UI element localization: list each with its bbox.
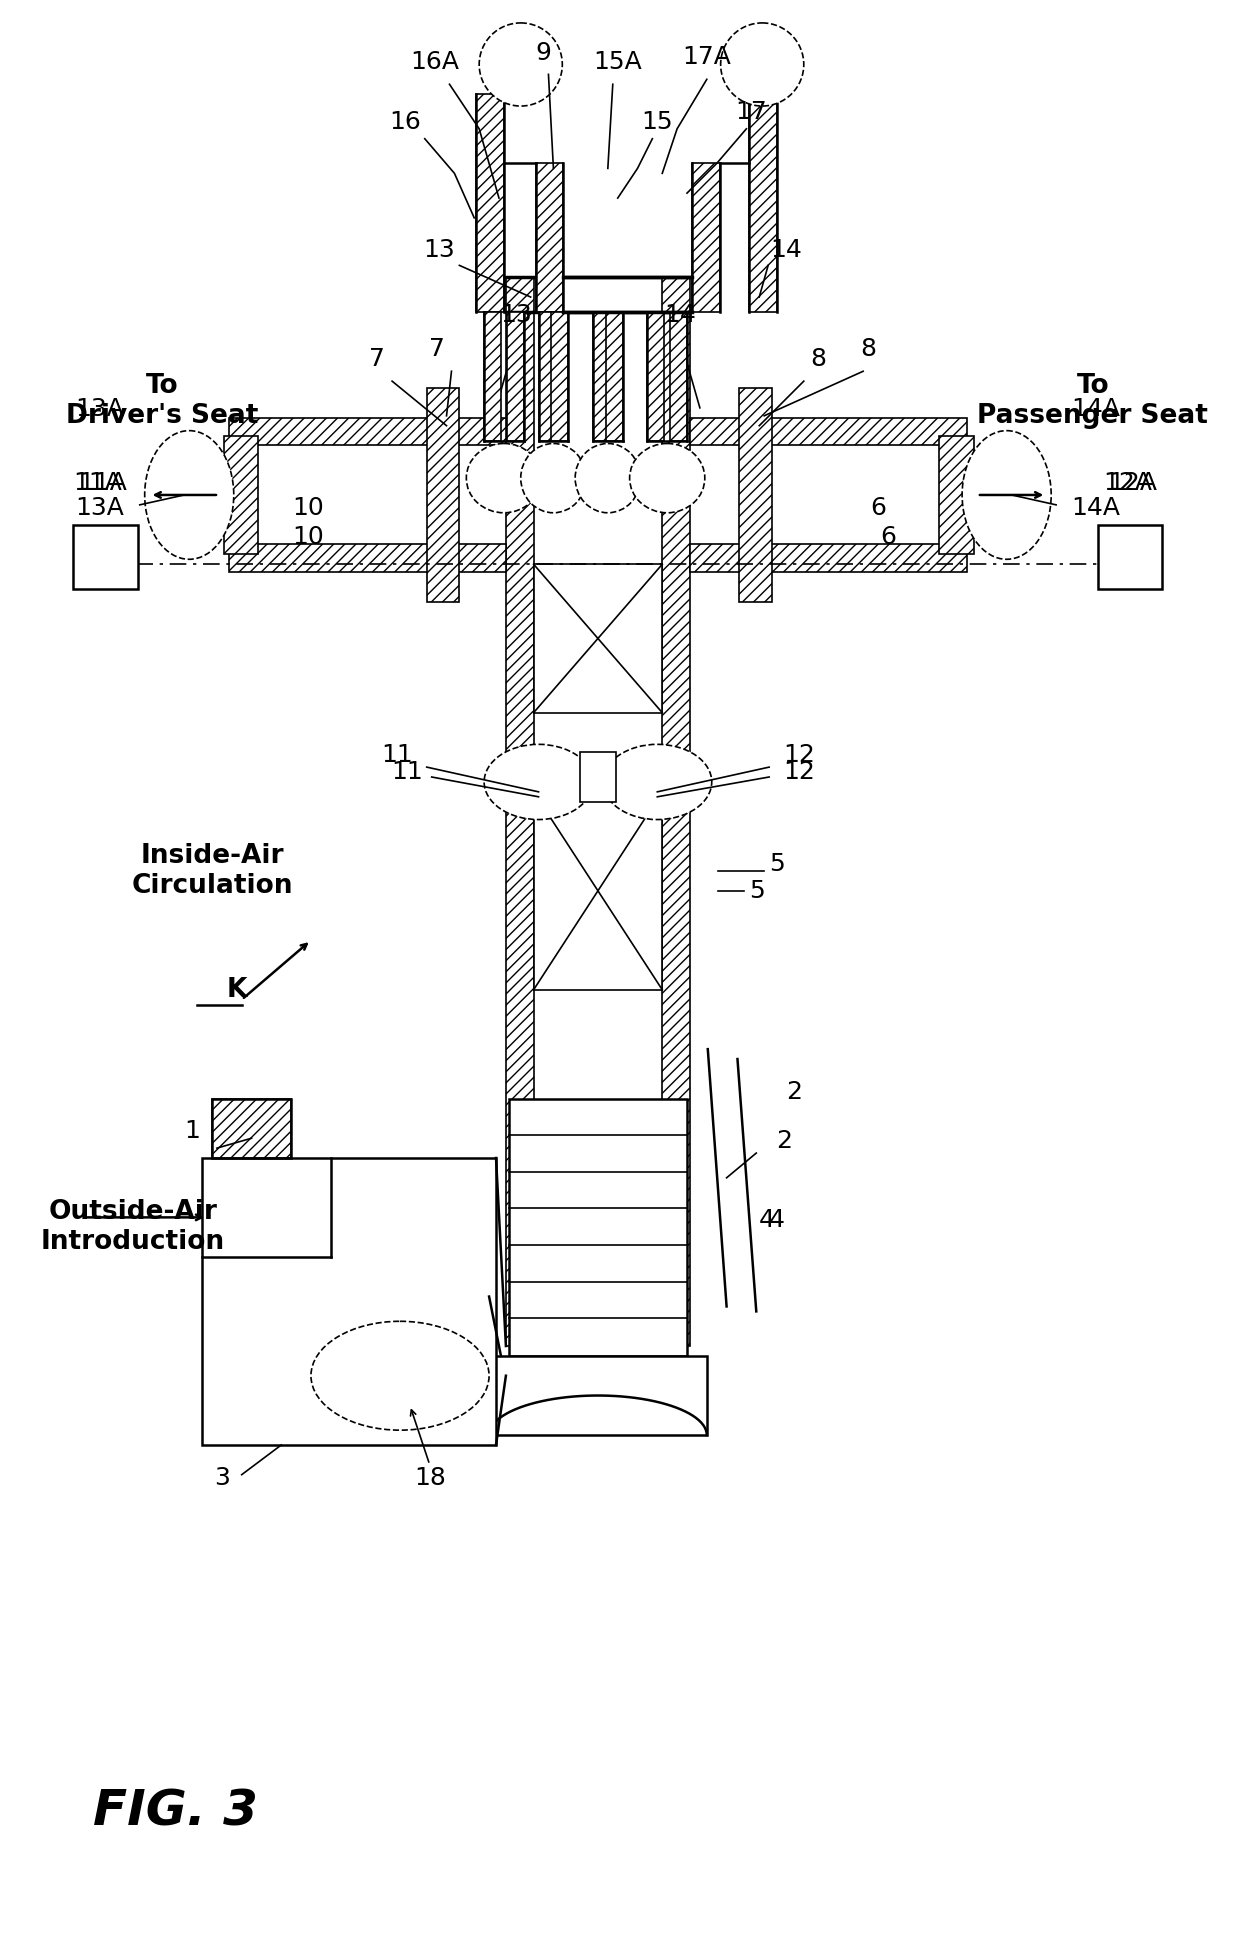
Bar [552, 312, 568, 441]
Bar [606, 312, 622, 441]
Bar [533, 563, 662, 712]
Ellipse shape [466, 443, 542, 513]
Ellipse shape [484, 743, 593, 819]
Text: 13A: 13A [76, 397, 124, 420]
Bar [506, 277, 533, 1346]
Text: 11: 11 [391, 761, 423, 784]
Text: To
Driver's Seat: To Driver's Seat [66, 374, 259, 430]
Bar [229, 544, 506, 573]
Bar [533, 792, 662, 989]
Text: 16: 16 [389, 110, 420, 134]
Bar [580, 753, 616, 802]
Bar [692, 163, 719, 312]
Text: 14: 14 [665, 302, 696, 327]
Ellipse shape [720, 23, 804, 106]
Bar [202, 1158, 496, 1444]
Text: K: K [227, 978, 247, 1003]
Text: 11: 11 [381, 743, 413, 767]
Bar [739, 387, 773, 602]
Text: 12A: 12A [1107, 470, 1157, 496]
Text: 6: 6 [880, 525, 895, 550]
Bar [484, 312, 501, 441]
Bar [593, 312, 610, 441]
Ellipse shape [311, 1320, 489, 1431]
Ellipse shape [630, 443, 704, 513]
Text: 16A: 16A [410, 50, 459, 74]
Text: 5: 5 [749, 879, 765, 902]
Ellipse shape [575, 443, 641, 513]
Bar [662, 277, 689, 1346]
Text: Inside-Air
Circulation: Inside-Air Circulation [131, 842, 293, 898]
Bar [507, 312, 523, 441]
Text: 4: 4 [759, 1208, 775, 1233]
Text: 5: 5 [769, 852, 785, 875]
Bar [427, 387, 459, 602]
Text: 14A: 14A [1071, 397, 1120, 420]
Bar [508, 1098, 687, 1355]
Text: 4: 4 [769, 1208, 785, 1233]
Text: Outside-Air
Introduction: Outside-Air Introduction [41, 1198, 224, 1255]
Bar [212, 1098, 291, 1158]
Text: 6: 6 [870, 496, 887, 519]
Text: 15: 15 [641, 110, 673, 134]
Text: 7: 7 [429, 337, 445, 362]
Bar [538, 312, 556, 441]
Text: 12A: 12A [1102, 470, 1152, 496]
Text: 8: 8 [861, 337, 877, 362]
Text: 9: 9 [536, 41, 552, 64]
Text: 1: 1 [185, 1119, 200, 1144]
Text: 11A: 11A [78, 470, 128, 496]
Text: FIG. 3: FIG. 3 [93, 1787, 258, 1835]
Ellipse shape [145, 430, 234, 560]
Text: 2: 2 [786, 1080, 802, 1104]
Text: To
Passenger Seat: To Passenger Seat [977, 374, 1208, 430]
Text: 12: 12 [782, 743, 815, 767]
Text: 3: 3 [215, 1466, 229, 1489]
Text: 14A: 14A [1071, 496, 1120, 519]
Bar [229, 418, 506, 445]
Bar [212, 1098, 291, 1158]
Text: 13: 13 [500, 302, 532, 327]
Bar [940, 436, 973, 554]
Text: 2: 2 [776, 1129, 792, 1154]
Text: 17A: 17A [682, 45, 732, 70]
Bar [536, 163, 563, 312]
Text: 13: 13 [424, 238, 455, 263]
Text: 10: 10 [293, 496, 324, 519]
Bar [73, 525, 138, 589]
Text: 14: 14 [770, 238, 802, 263]
Text: 17: 17 [735, 101, 768, 124]
Text: 18: 18 [414, 1466, 445, 1489]
Ellipse shape [962, 430, 1052, 560]
Text: 11A: 11A [73, 470, 123, 496]
Text: 8: 8 [811, 347, 827, 372]
Bar [689, 544, 967, 573]
Ellipse shape [479, 23, 562, 106]
Text: 12: 12 [782, 761, 815, 784]
Bar [1097, 525, 1162, 589]
Ellipse shape [603, 743, 712, 819]
Text: 15A: 15A [594, 50, 642, 74]
Bar [670, 312, 687, 441]
Bar [224, 436, 258, 554]
Text: 13A: 13A [76, 496, 124, 519]
Bar [476, 95, 503, 312]
Text: 10: 10 [293, 525, 324, 550]
Bar [489, 1355, 707, 1435]
Ellipse shape [521, 443, 587, 513]
Bar [689, 418, 967, 445]
Bar [749, 95, 777, 312]
Text: 7: 7 [370, 347, 386, 372]
Bar [647, 312, 665, 441]
